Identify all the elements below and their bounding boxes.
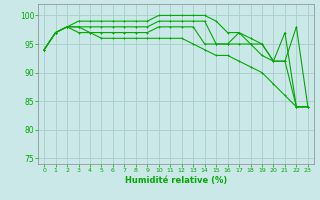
X-axis label: Humidité relative (%): Humidité relative (%) xyxy=(125,176,227,185)
